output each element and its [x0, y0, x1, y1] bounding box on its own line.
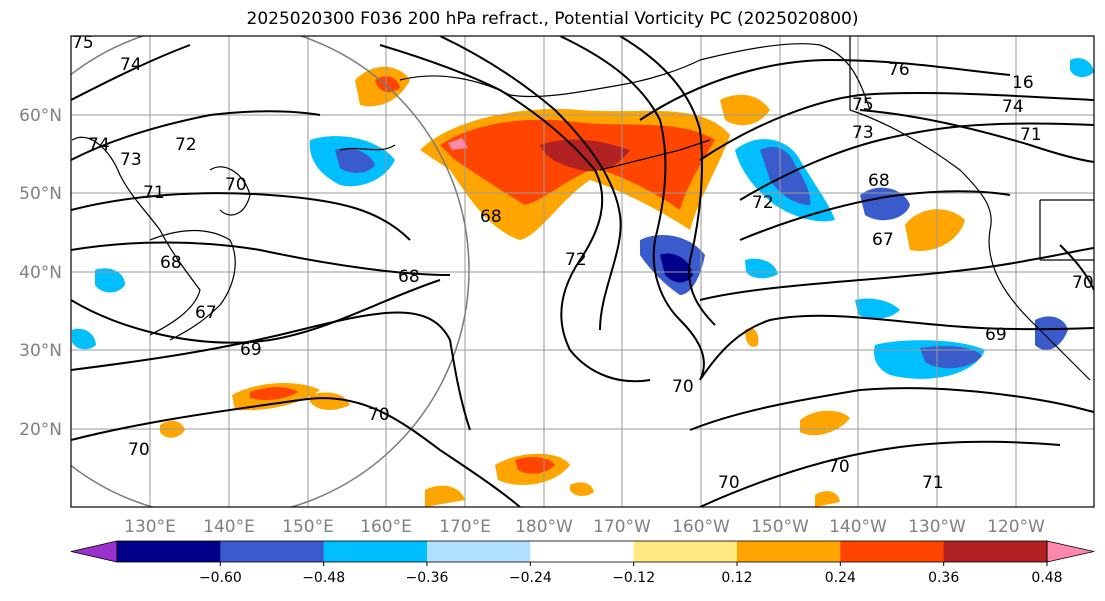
colorbar-segment	[633, 541, 738, 562]
colorbar-segment	[530, 541, 635, 562]
colorbar-tick-label: −0.12	[612, 570, 655, 586]
contour-label: 67	[872, 230, 894, 250]
longitude-labels: 130°E 140°E 150°E 160°E 170°E 180°W 170°…	[124, 517, 1045, 537]
contour-label: 70	[718, 473, 740, 493]
colorbar-segment	[427, 541, 531, 562]
lat-label-60n: 60°N	[19, 106, 62, 126]
lat-label-30n: 30°N	[19, 341, 62, 361]
lat-label-50n: 50°N	[19, 184, 62, 204]
contour-label: 72	[565, 250, 587, 270]
contour-label: 71	[143, 183, 165, 203]
colorbar-extend-low	[70, 540, 118, 563]
lon-label: 130°W	[908, 517, 966, 537]
contour-label: 73	[120, 150, 142, 170]
colorbar-tick-label: −0.36	[406, 570, 449, 586]
contour-label: 72	[752, 193, 774, 213]
contour-label: 71	[922, 473, 944, 493]
contour-label: 70	[128, 440, 150, 460]
contour-label: 68	[160, 253, 182, 273]
colorbar-tick-label: 0.12	[721, 570, 752, 586]
lon-label: 160°W	[672, 517, 730, 537]
colorbar-segment	[323, 541, 428, 562]
colorbar-border	[116, 540, 1048, 563]
latitude-labels: 60°N 50°N 40°N 30°N 20°N	[19, 106, 62, 440]
lon-label: 130°E	[124, 517, 176, 537]
contour-label: 74	[120, 55, 142, 75]
colorbar	[70, 540, 1095, 563]
lat-label-40n: 40°N	[19, 263, 62, 283]
contour-lines	[71, 36, 1094, 507]
colorbar-tick-label: −0.60	[199, 570, 242, 586]
contour-label: 71	[1020, 125, 1042, 145]
colorbar-tick-label: 0.48	[1031, 570, 1062, 586]
colorbar-tick-label: 0.24	[825, 570, 856, 586]
colorbar-segment	[117, 541, 221, 562]
colorbar-segment	[943, 541, 1048, 562]
contour-label: 68	[398, 267, 420, 287]
lon-label: 120°W	[987, 517, 1045, 537]
contour-label: 70	[225, 175, 247, 195]
colorbar-tick-labels: −0.60 −0.48 −0.36 −0.24 −0.12 0.12 0.24 0.36 0.4…	[199, 562, 1063, 586]
lon-label: 150°W	[751, 517, 809, 537]
contour-label: 69	[240, 340, 262, 360]
colorbar-tick-label: −0.24	[509, 570, 552, 586]
contour-label: 72	[175, 135, 197, 155]
map-title: 2025020300 F036 200 hPa refract., Potent…	[246, 9, 859, 29]
contour-label: 70	[1072, 273, 1094, 293]
contour-label: 75	[852, 95, 874, 115]
contour-label: 70	[368, 405, 390, 425]
coastlines	[71, 36, 1094, 381]
contour-label: 75	[72, 33, 94, 53]
colorbar-segment	[737, 541, 841, 562]
contour-label: 70	[672, 377, 694, 397]
contour-label: 70	[828, 457, 850, 477]
colorbar-tick-label: −0.48	[302, 570, 345, 586]
colorbar-extend-high	[1046, 540, 1095, 563]
contour-label: 76	[888, 60, 910, 80]
plot-border	[70, 35, 1095, 508]
lat-label-20n: 20°N	[19, 420, 62, 440]
contour-label: 69	[985, 325, 1007, 345]
lon-label: 170°W	[593, 517, 651, 537]
contour-label: 68	[868, 171, 890, 191]
contour-label: 16	[1012, 73, 1034, 93]
lon-label: 180°W	[515, 517, 573, 537]
colorbar-segment	[840, 541, 945, 562]
lon-label: 170°E	[439, 517, 491, 537]
lon-label: 140°E	[203, 517, 255, 537]
contour-label: 68	[480, 207, 502, 227]
anomaly-fields	[72, 58, 1094, 507]
colorbar-tick-label: 0.36	[928, 570, 959, 586]
contour-label: 73	[852, 123, 874, 143]
colorbar-segment	[220, 541, 325, 562]
lon-label: 150°E	[282, 517, 334, 537]
contour-label: 74	[1002, 97, 1024, 117]
contour-label-group: 75 74 74 73 72 71 70 68 67 68 68 72 70 6…	[72, 33, 1094, 493]
contour-label: 67	[195, 303, 217, 323]
lon-label: 160°E	[360, 517, 412, 537]
contour-label: 74	[88, 135, 110, 155]
lon-label: 140°W	[829, 517, 887, 537]
range-circle	[71, 36, 470, 507]
